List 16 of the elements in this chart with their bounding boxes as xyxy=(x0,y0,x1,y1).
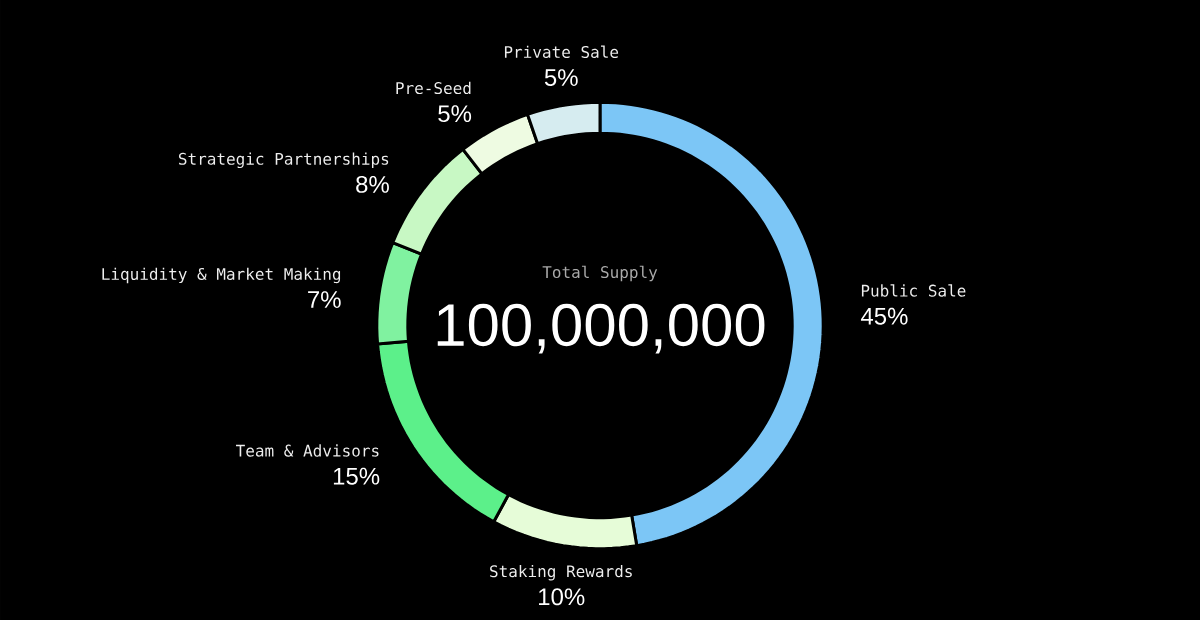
data-label: 8% xyxy=(356,175,389,193)
data-label: 45% xyxy=(860,307,908,325)
slice-label: Liquidity & Market Making xyxy=(102,267,341,284)
text: 100,000,000 xyxy=(437,303,765,354)
slice-label: Private Sale xyxy=(504,45,619,59)
data-label: 15% xyxy=(333,467,380,485)
text: Total Supply xyxy=(542,265,658,282)
data-label: 7% xyxy=(308,291,341,308)
data-label: 5% xyxy=(544,69,578,87)
slice-label: Team & Advisors xyxy=(236,444,379,457)
data-label: 10% xyxy=(539,588,585,606)
slice-label: Strategic Partnerships xyxy=(178,152,389,169)
data-label: 5% xyxy=(438,105,472,123)
slice-label: Staking Rewards xyxy=(490,564,632,581)
slice-label: Pre-Seed xyxy=(396,81,471,95)
slice-label: Public Sale xyxy=(861,284,966,297)
